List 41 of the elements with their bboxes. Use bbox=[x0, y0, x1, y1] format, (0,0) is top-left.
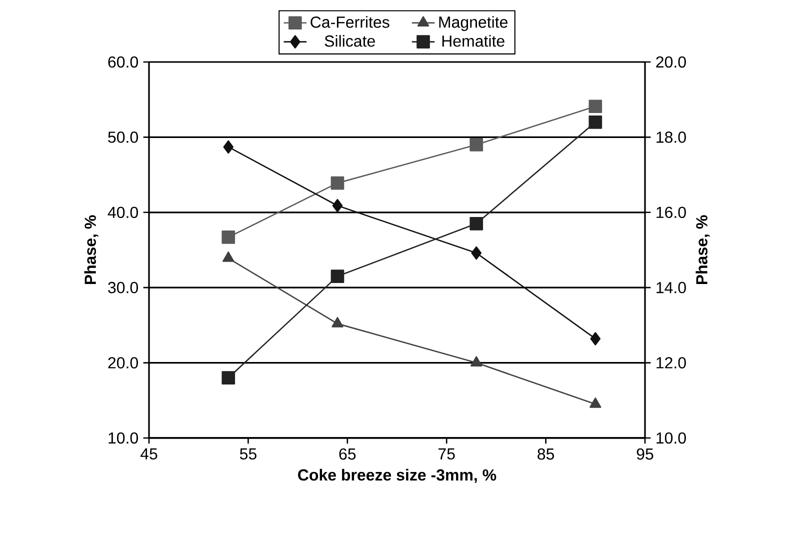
y2-tick-label: 10.0 bbox=[656, 432, 686, 444]
point bbox=[330, 270, 344, 283]
x-tick-label: 55 bbox=[240, 448, 256, 460]
y-tick-label: 50.0 bbox=[108, 132, 138, 143]
point bbox=[471, 246, 482, 260]
point bbox=[222, 371, 236, 384]
point bbox=[470, 356, 482, 366]
y-tick-label: 10.0 bbox=[108, 432, 138, 444]
legend-label: Ca-Ferrites bbox=[310, 16, 390, 28]
point bbox=[332, 317, 344, 328]
point bbox=[222, 230, 236, 244]
y-tick-label: 30.0 bbox=[108, 282, 138, 294]
point bbox=[470, 217, 484, 230]
x-tick-label: 65 bbox=[339, 448, 356, 460]
x-tick-label: 95 bbox=[636, 448, 654, 460]
y2-tick-label: 14.0 bbox=[656, 282, 686, 294]
x-tick-label: 85 bbox=[538, 448, 554, 460]
point bbox=[332, 198, 343, 212]
y2-tick-label: 12.0 bbox=[656, 357, 686, 368]
point bbox=[588, 100, 602, 114]
point bbox=[588, 115, 602, 129]
point bbox=[330, 176, 344, 190]
legend-label: Silicate bbox=[324, 35, 375, 47]
x-tick-label: 45 bbox=[140, 448, 158, 460]
y2-tick-label: 16.0 bbox=[656, 206, 686, 218]
point bbox=[223, 140, 234, 154]
y-axis-title: Phase, % bbox=[84, 215, 98, 284]
legend-label: Hematite bbox=[442, 35, 504, 47]
y2-axis-title: Phase, % bbox=[696, 215, 710, 284]
point bbox=[222, 252, 234, 262]
point bbox=[470, 138, 484, 152]
point bbox=[590, 397, 602, 408]
x-axis-title: Coke breeze size -3mm, % bbox=[298, 468, 496, 483]
legend-label: Magnetite bbox=[439, 16, 508, 31]
y2-tick-label: 20.0 bbox=[656, 56, 686, 68]
point bbox=[590, 332, 601, 346]
y-tick-label: 60.0 bbox=[108, 56, 138, 68]
x-tick-label: 75 bbox=[438, 448, 455, 460]
y-tick-label: 40.0 bbox=[108, 206, 138, 218]
y-tick-label: 20.0 bbox=[108, 357, 138, 368]
y2-tick-label: 18.0 bbox=[656, 132, 686, 143]
